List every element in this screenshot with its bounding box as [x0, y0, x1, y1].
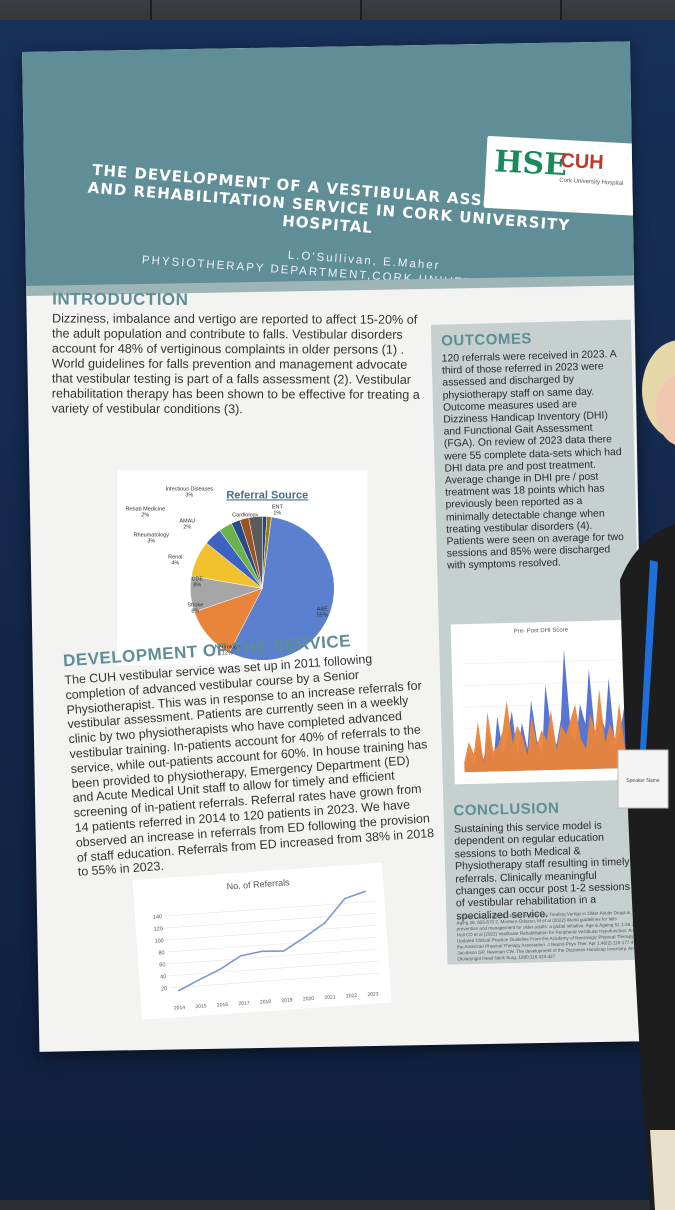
pie-percent: 8%: [191, 608, 199, 614]
cuh-logo: CUH: [559, 149, 605, 174]
lanyard: [640, 560, 658, 750]
conclusion-heading: CONCLUSION: [453, 799, 560, 820]
pie-percent: 3%: [185, 492, 193, 498]
pie-percent: 2%: [183, 524, 191, 530]
pie-percent: 4%: [171, 560, 179, 566]
pie-percent: 12%: [222, 650, 233, 656]
gridline: [170, 972, 380, 989]
referral-source-chart: Referral SourceENT1%Cardiology1%A&E55%Ne…: [117, 470, 368, 666]
y-tick-label: 20: [161, 986, 168, 992]
x-tick-label: 2016: [217, 1002, 229, 1009]
pie-label: CDE: [192, 576, 204, 582]
x-tick-label: 2015: [195, 1003, 207, 1010]
pie-slice-a-e: [228, 516, 335, 661]
pie-label: Cardiology: [232, 512, 259, 518]
x-tick-label: 2018: [260, 999, 272, 1006]
y-tick-label: 80: [158, 950, 165, 956]
right-column: OUTCOMES 120 referrals were received in …: [430, 319, 648, 965]
x-tick-label: 2014: [174, 1005, 186, 1012]
dhi-title: Pre- Post DHI Score: [514, 627, 569, 634]
outcomes-heading: OUTCOMES: [441, 330, 533, 350]
y-tick-label: 100: [154, 938, 164, 945]
x-tick-label: 2023: [367, 991, 379, 998]
pie-label: Rheumatology: [134, 532, 170, 538]
pie-label: Rehab Medicine: [125, 506, 165, 512]
pie-label: Neurology: [215, 644, 240, 650]
pie-label: Stroke: [187, 602, 203, 608]
person-jacket: [620, 524, 675, 1210]
dhi-chart: Pre- Post DHI Score: [450, 619, 635, 785]
pie-label: Infectious Diseases: [165, 486, 213, 492]
patterned-skirt: [650, 1130, 675, 1210]
cuh-logo-subtitle: Cork University Hospital: [559, 177, 624, 188]
pie-label: AMAU: [179, 518, 195, 524]
gridline: [166, 925, 377, 941]
logo-panel: HSE CUH Cork University Hospital: [483, 135, 646, 217]
x-tick-label: 2017: [238, 1000, 250, 1007]
research-poster: THE DEVELOPMENT OF A VESTIBULAR ASSESSME…: [22, 41, 648, 1052]
gridline: [169, 960, 379, 977]
development-section: DEVELOPMENT OF THE SERVICE The CUH vesti…: [62, 626, 437, 880]
x-tick-label: 2022: [346, 993, 358, 1000]
pie-percent: 3%: [147, 538, 155, 544]
pie-percent: 2%: [141, 512, 149, 518]
pie-label: ENT: [272, 504, 284, 510]
line-chart-title: No. of Referrals: [226, 877, 290, 891]
introduction-section: INTRODUCTION Dizziness, imbalance and ve…: [52, 290, 422, 418]
referrals-line: [177, 890, 367, 992]
poster-header: THE DEVELOPMENT OF A VESTIBULAR ASSESSME…: [22, 41, 646, 297]
gridline: [167, 936, 378, 953]
badge-text: Speaker Name: [626, 778, 660, 784]
development-text: The CUH vestibular service was set up in…: [64, 651, 435, 880]
pie-title: Referral Source: [226, 489, 308, 501]
outcomes-text: 120 referrals were received in 2023. A t…: [441, 349, 624, 573]
gridline: [168, 948, 378, 965]
y-tick-label: 120: [154, 926, 164, 933]
referrals-line-chart: No. of Referrals 20 40 60 80 100 120 140 2014 201…: [132, 862, 392, 1020]
dhi-post-area: [464, 688, 631, 773]
pie-slice-infectious-diseases: [248, 516, 263, 589]
y-tick-label: 140: [153, 914, 163, 921]
hse-logo: HSE: [493, 144, 568, 184]
pie-label: A&E: [317, 606, 328, 612]
pie-percent: 8%: [193, 582, 201, 588]
pie-percent: 55%: [317, 612, 328, 618]
introduction-text: Dizziness, imbalance and vertigo are rep…: [51, 311, 420, 417]
pie-percent: 1%: [273, 510, 281, 516]
introduction-heading: INTRODUCTION: [52, 289, 189, 309]
dhi-gridline: [462, 680, 629, 686]
y-tick-label: 60: [159, 962, 166, 968]
dhi-gridline: [461, 659, 628, 665]
name-badge: [617, 749, 669, 809]
gridline: [165, 901, 375, 917]
y-tick-label: 40: [160, 974, 167, 980]
pie-label: Renal: [168, 554, 182, 560]
x-tick-label: 2019: [281, 997, 293, 1004]
pie-chart-svg: Referral SourceENT1%Cardiology1%A&E55%Ne…: [125, 486, 335, 661]
person-presenter: Speaker Name: [617, 340, 675, 1210]
x-tick-label: 2021: [324, 994, 336, 1001]
person-face: [656, 375, 675, 445]
gridline: [165, 913, 376, 929]
dhi-chart-svg: Pre- Post DHI Score: [461, 627, 631, 773]
x-tick-label: 2020: [303, 996, 315, 1003]
line-chart-svg: No. of Referrals 20 40 60 80 100 120 140 2014 201…: [153, 877, 380, 1012]
